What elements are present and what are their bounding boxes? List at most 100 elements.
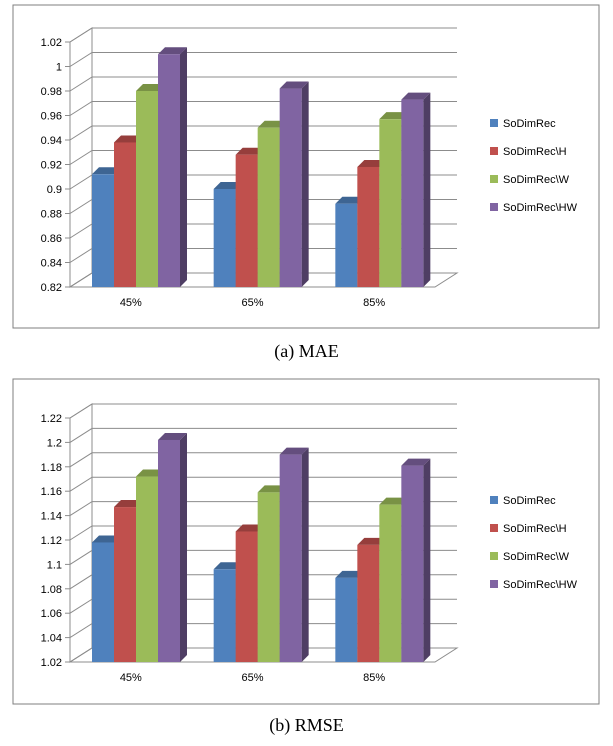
gridline [69, 501, 457, 517]
y-tick-label: 1 [56, 62, 62, 74]
x-tick-label: 65% [241, 297, 263, 309]
bar-top [279, 81, 309, 89]
bar-front [235, 154, 258, 287]
bar-front [379, 119, 402, 287]
bar-side [180, 47, 187, 287]
y-tick-label: 1.12 [41, 535, 62, 547]
legend-swatch [490, 175, 498, 183]
mae-chart-panel: 0.82 0.84 0.86 0.88 0.9 0.92 0.94 0.96 0.98 1 1.02… [0, 0, 613, 372]
gridline [69, 76, 457, 92]
bar-top [335, 196, 365, 204]
bar-front [213, 569, 236, 662]
x-tick-label: 65% [241, 672, 263, 684]
bar-top [279, 447, 309, 455]
bar-front [114, 507, 136, 662]
legend-label: SoDimRec\H [503, 146, 567, 158]
bar-top [213, 182, 243, 189]
y-tick-label: 1.14 [41, 511, 62, 523]
bar-top [401, 458, 431, 466]
bar-side [423, 92, 431, 287]
x-tick-label: 45% [120, 672, 142, 684]
legend-label: SoDimRec\H [503, 523, 567, 535]
bar-front [92, 542, 114, 662]
gridline [69, 101, 457, 116]
y-tick-label: 1.08 [41, 584, 62, 596]
bar [158, 47, 187, 287]
gridline [69, 52, 457, 67]
bar-front [257, 492, 280, 662]
bar-front [401, 99, 424, 287]
bar-top [114, 135, 143, 143]
legend-swatch [490, 147, 498, 155]
bar-front [257, 127, 280, 287]
gridline [69, 403, 457, 419]
bar-side [301, 447, 309, 662]
bar-front [335, 203, 358, 287]
x-tick-label: 85% [363, 297, 385, 309]
bar-top [92, 535, 121, 543]
y-tick-label: 1.02 [41, 657, 62, 669]
bar-top [335, 570, 365, 578]
legend-label: SoDimRec [503, 495, 556, 507]
gridline [69, 476, 457, 492]
bar-front [335, 577, 358, 662]
y-tick-label: 0.82 [41, 282, 62, 294]
bar-front [136, 476, 158, 662]
bar-top [379, 497, 409, 505]
y-tick-label: 1.1 [47, 559, 62, 571]
y-tick-label: 1.02 [41, 37, 62, 49]
bar-front [379, 504, 402, 662]
bar-front [158, 439, 180, 662]
bar [279, 447, 309, 662]
y-tick-label: 0.84 [41, 258, 62, 270]
y-tick-label: 0.96 [41, 111, 62, 123]
bar-front [213, 189, 236, 287]
bar-top [379, 112, 409, 120]
y-tick-label: 1.16 [41, 486, 62, 498]
bar-front [158, 54, 180, 287]
bar-top [158, 432, 187, 440]
y-tick-label: 1.18 [41, 462, 62, 474]
y-tick-label: 1.04 [41, 633, 62, 645]
bar-top [92, 167, 121, 175]
legend-label: SoDimRec [503, 118, 556, 130]
bar-top [357, 537, 387, 545]
bar-top [401, 92, 431, 100]
bar-front [92, 174, 114, 287]
y-tick-label: 1.06 [41, 608, 62, 620]
legend-swatch [490, 552, 498, 560]
legend-swatch [490, 203, 498, 211]
legend-label: SoDimRec\W [503, 551, 570, 563]
bar-top [158, 47, 187, 55]
gridline [69, 525, 457, 541]
bar-top [136, 469, 165, 477]
legend-label: SoDimRec\HW [503, 579, 578, 591]
rmse-chart: 1.02 1.04 1.06 1.08 1.1 1.12 1.14 1.16 1.18 1.2 1.… [12, 378, 600, 705]
bar-front [279, 454, 302, 662]
bar-side [423, 458, 431, 662]
bar [401, 92, 431, 287]
legend-label: SoDimRec\W [503, 174, 570, 186]
bar-top [136, 84, 165, 91]
legend-swatch [490, 580, 498, 588]
legend-swatch [490, 119, 498, 127]
bar-front [136, 91, 158, 287]
bar-top [257, 485, 287, 493]
gridline [69, 125, 457, 141]
bar-top [213, 562, 243, 570]
y-tick-label: 0.98 [41, 86, 62, 98]
bar-front [235, 531, 258, 662]
bar-front [279, 88, 302, 287]
bar-top [357, 159, 387, 167]
y-tick-label: 0.88 [41, 209, 62, 221]
legend-label: SoDimRec\HW [503, 202, 578, 214]
bar-front [114, 142, 136, 287]
y-tick-label: 1.22 [41, 413, 62, 425]
bar [401, 458, 431, 662]
legend-swatch [490, 496, 498, 504]
y-tick-label: 0.92 [41, 160, 62, 172]
bar [158, 432, 187, 662]
bar-front [401, 465, 424, 662]
mae-caption: (a) MAE [274, 341, 339, 361]
bar [279, 81, 309, 287]
